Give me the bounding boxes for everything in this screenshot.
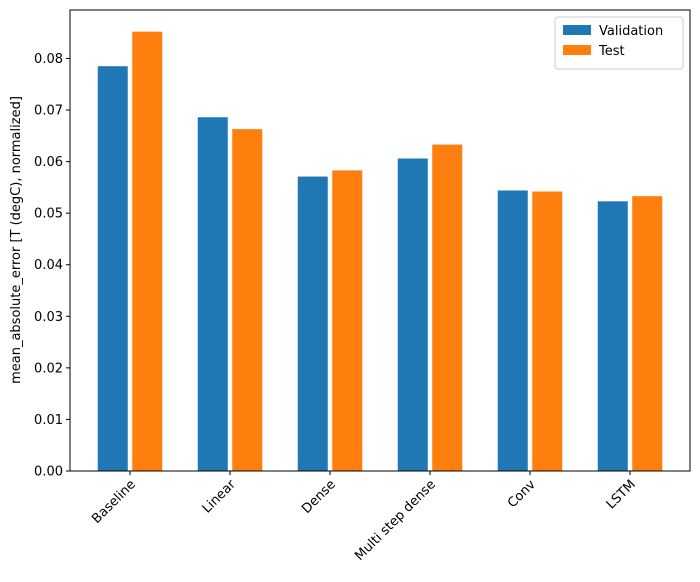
y-tick-label: 0.05 bbox=[34, 207, 63, 222]
legend-swatch bbox=[563, 45, 591, 55]
legend-label: Validation bbox=[599, 24, 663, 39]
y-tick-label: 0.08 bbox=[34, 52, 63, 67]
bar bbox=[632, 196, 663, 471]
x-tick-label: Conv bbox=[505, 477, 539, 511]
x-tick-label: LSTM bbox=[604, 477, 639, 512]
bar bbox=[297, 176, 328, 471]
x-tick-label: Dense bbox=[299, 477, 339, 517]
legend-label: Test bbox=[598, 44, 625, 59]
bar bbox=[497, 190, 528, 471]
y-tick-label: 0.04 bbox=[34, 258, 63, 273]
bar bbox=[397, 158, 428, 471]
legend-swatch bbox=[563, 25, 591, 35]
bar bbox=[232, 129, 263, 472]
plot-frame bbox=[69, 9, 691, 472]
x-tick-label: Multi step dense bbox=[352, 477, 439, 564]
bar bbox=[432, 144, 463, 471]
bar bbox=[132, 31, 163, 472]
bar bbox=[332, 170, 363, 471]
y-tick-label: 0.06 bbox=[34, 155, 63, 170]
bar bbox=[532, 191, 563, 471]
x-tick-label: Baseline bbox=[89, 477, 139, 527]
y-tick-label: 0.07 bbox=[34, 104, 63, 119]
y-tick-label: 0.01 bbox=[34, 413, 63, 428]
y-tick-label: 0.03 bbox=[34, 310, 63, 325]
bar bbox=[597, 201, 628, 471]
bar bbox=[197, 117, 228, 472]
y-axis-label: mean_absolute_error [T (degC), normalize… bbox=[9, 96, 24, 384]
x-tick-label: Linear bbox=[200, 477, 240, 517]
y-tick-label: 0.00 bbox=[34, 465, 63, 480]
bar bbox=[97, 66, 128, 471]
y-tick-label: 0.02 bbox=[34, 361, 63, 376]
